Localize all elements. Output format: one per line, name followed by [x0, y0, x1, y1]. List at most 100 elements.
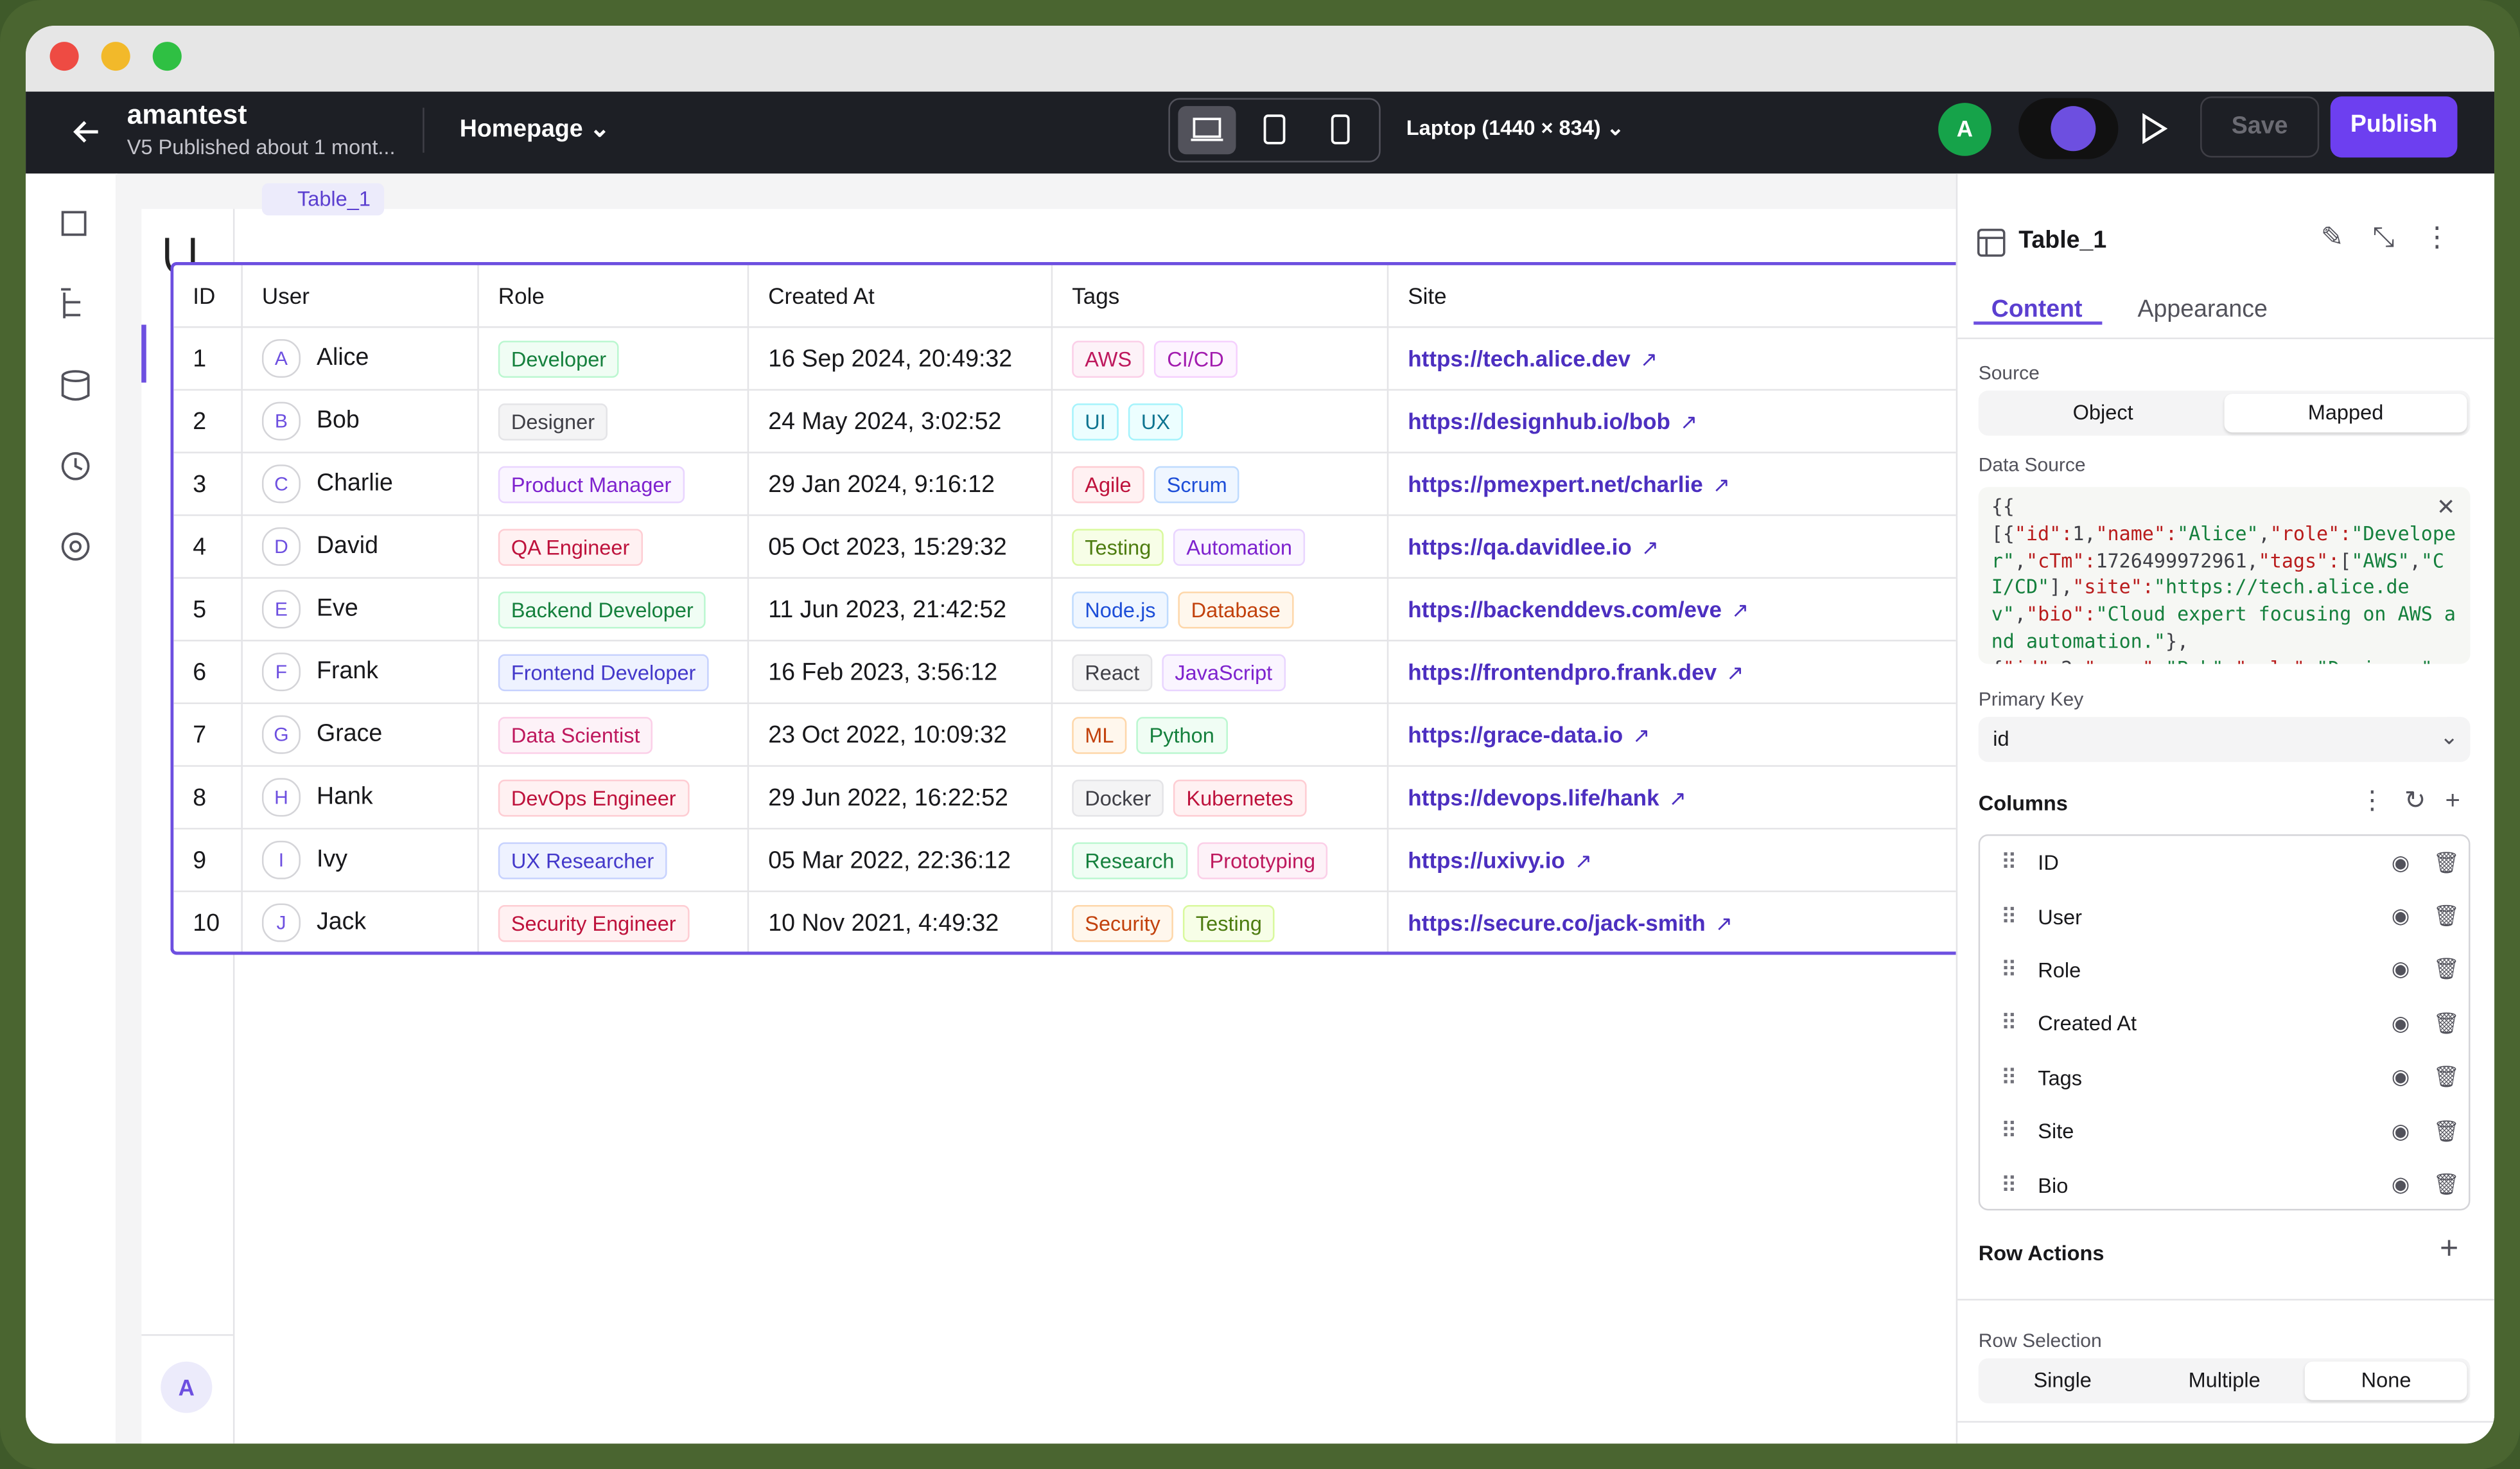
column-item[interactable]: ⠿ User ◉ 🗑 [1980, 890, 2469, 944]
table-row[interactable]: 1 A Alice Developer 16 Sep 2024, 20:49:32 AWS… [173, 327, 1985, 391]
field-label: Data Source [1978, 453, 2086, 476]
option[interactable]: None [2305, 1361, 2467, 1400]
divider [423, 107, 424, 153]
site-link[interactable]: https://pmexpert.net/charlie [1408, 470, 1703, 497]
tree-icon[interactable] [61, 288, 81, 319]
created-at: 05 Mar 2022, 22:36:12 [768, 846, 1011, 874]
column-header[interactable]: Role [478, 265, 749, 328]
site-link[interactable]: https://uxivy.io [1408, 846, 1565, 872]
table-row[interactable]: 5 E Eve Backend Developer 11 Jun 2023, 21:42… [173, 577, 1985, 642]
option[interactable]: Single [2033, 1368, 2092, 1393]
history-icon[interactable] [61, 452, 90, 480]
table-row[interactable]: 8 H Hank DevOps Engineer 29 Jun 2022, 16:22:… [173, 766, 1985, 830]
created-cell: 16 Feb 2023, 3:56:12 [748, 640, 1053, 705]
role-cell: Data Scientist [478, 703, 749, 767]
code-editor[interactable]: {{ [{"id":1,"name":"Alice","role":"Devel… [1978, 487, 2471, 664]
column-name: Role [2038, 958, 2081, 983]
window: amantest V5 Published about 1 mont... Ho… [26, 26, 2495, 1444]
user-avatar: J [261, 903, 301, 942]
minimize-button[interactable] [101, 42, 130, 71]
panel-actions[interactable]: ✎⤡⋮ [2320, 222, 2480, 252]
column-item[interactable]: ⠿ Bio ◉ 🗑 [1980, 1158, 2469, 1212]
tablet-icon[interactable] [1263, 114, 1286, 146]
column-name: Tags [2038, 1065, 2083, 1090]
user-avatar: B [261, 401, 301, 441]
tag: AWS [1072, 340, 1145, 377]
back-icon[interactable] [71, 116, 103, 148]
user-avatar: C [261, 464, 301, 504]
user-avatar: A [261, 339, 301, 378]
title-bar [26, 26, 2495, 94]
site-link[interactable]: https://secure.co/jack-smith [1408, 909, 1706, 935]
properties-panel: Table_1 ✎⤡⋮ Content Appearance Source Ob… [1956, 173, 2495, 1444]
table-row[interactable]: 4 D David QA Engineer 05 Oct 2023, 15:29:32 T… [173, 515, 1985, 579]
created-cell: 05 Oct 2023, 15:29:32 [748, 515, 1053, 579]
clear-icon[interactable]: ✕ [2436, 493, 2456, 520]
site-link[interactable]: https://qa.davidlee.io [1408, 532, 1632, 559]
site-cell: https://backenddevs.com/eve ↗ [1387, 577, 1985, 642]
id: 5 [193, 595, 207, 623]
column-header[interactable]: Tags [1051, 265, 1389, 328]
save-button[interactable]: Save [2200, 96, 2320, 158]
tag: Developer [498, 340, 620, 377]
tag: UX Researcher [498, 841, 667, 879]
option[interactable]: Mapped [2224, 394, 2467, 433]
page-select[interactable]: Homepage ⌄ [459, 116, 610, 143]
column-actions[interactable]: ⋮↻+ [2359, 787, 2480, 815]
user-avatar[interactable]: A [1938, 103, 1991, 156]
tag: DevOps Engineer [498, 778, 689, 816]
role-cell: Backend Developer [478, 577, 749, 642]
user-name: Alice [317, 344, 369, 372]
table-row[interactable]: 3 C Charlie Product Manager 29 Jan 2024, 9:1… [173, 452, 1985, 516]
tag: UX [1128, 402, 1184, 440]
preview-icon[interactable] [2139, 112, 2168, 145]
section-title: Row Actions [1978, 1241, 2104, 1265]
laptop-button[interactable] [1178, 106, 1236, 155]
id: 3 [193, 470, 207, 498]
tab[interactable]: Content [1991, 295, 2083, 324]
viewport-select[interactable]: Laptop (1440 × 834) ⌄ [1406, 116, 1624, 140]
component-label[interactable]: Table_1 [261, 183, 383, 216]
site-link[interactable]: https://designhub.io/bob [1408, 407, 1670, 434]
comment-toggle[interactable] [2018, 98, 2119, 159]
add-row-action[interactable]: + [2439, 1231, 2459, 1267]
column-item[interactable]: ⠿ Tags ◉ 🗑 [1980, 1051, 2469, 1105]
column-item[interactable]: ⠿ ID ◉ 🗑 [1980, 836, 2469, 890]
visibility-icon: ◉ [2391, 850, 2410, 874]
table-row[interactable]: 7 G Grace Data Scientist 23 Oct 2022, 10:09:… [173, 703, 1985, 767]
column-header[interactable]: User [241, 265, 479, 328]
table-row[interactable]: 2 B Bob Designer 24 May 2024, 3:02:52 UI UX htt… [173, 389, 1985, 453]
primary-key-select[interactable]: id ⌄ [1978, 717, 2471, 762]
option[interactable]: Multiple [2188, 1368, 2261, 1393]
column-item[interactable]: ⠿ Created At ◉ 🗑 [1980, 997, 2469, 1051]
mobile-icon[interactable] [1329, 114, 1352, 146]
drag-handle: ⠿ [2000, 956, 2018, 983]
tab[interactable]: Appearance [2137, 295, 2268, 324]
site-link[interactable]: https://frontendpro.frank.dev [1408, 658, 1717, 684]
option[interactable]: Object [2072, 400, 2133, 425]
database-icon[interactable] [61, 370, 90, 382]
left-rail [26, 173, 118, 1444]
column-header[interactable]: ID [173, 265, 243, 328]
site-link[interactable]: https://tech.alice.dev [1408, 344, 1631, 371]
table-row[interactable]: 10 J Jack Security Engineer 10 Nov 2021, 4:4… [173, 891, 1985, 952]
user-name: Charlie [317, 469, 393, 497]
column-item[interactable]: ⠿ Role ◉ 🗑 [1980, 943, 2469, 997]
site-link[interactable]: https://backenddevs.com/eve [1408, 595, 1722, 622]
site-link[interactable]: https://devops.life/hank [1408, 784, 1659, 810]
close-button[interactable] [49, 42, 79, 71]
maximize-button[interactable] [152, 42, 182, 71]
column-header[interactable]: Site [1387, 265, 1985, 328]
user-cell: H Hank [241, 766, 479, 830]
publish-button[interactable]: Publish [2330, 96, 2458, 158]
app-avatar[interactable]: A [161, 1361, 213, 1413]
site-link[interactable]: https://grace-data.io [1408, 721, 1623, 747]
drag-handle: ⠿ [2000, 902, 2018, 929]
column-header[interactable]: Created At [748, 265, 1053, 328]
settings-icon[interactable] [61, 532, 90, 561]
role-cell: QA Engineer [478, 515, 749, 579]
frame-icon[interactable] [61, 211, 87, 236]
table-row[interactable]: 6 F Frank Frontend Developer 16 Feb 2023, 3:… [173, 640, 1985, 705]
table-row[interactable]: 9 I Ivy UX Researcher 05 Mar 2022, 22:36:12 R… [173, 829, 1985, 892]
column-item[interactable]: ⠿ Site ◉ 🗑 [1980, 1104, 2469, 1158]
